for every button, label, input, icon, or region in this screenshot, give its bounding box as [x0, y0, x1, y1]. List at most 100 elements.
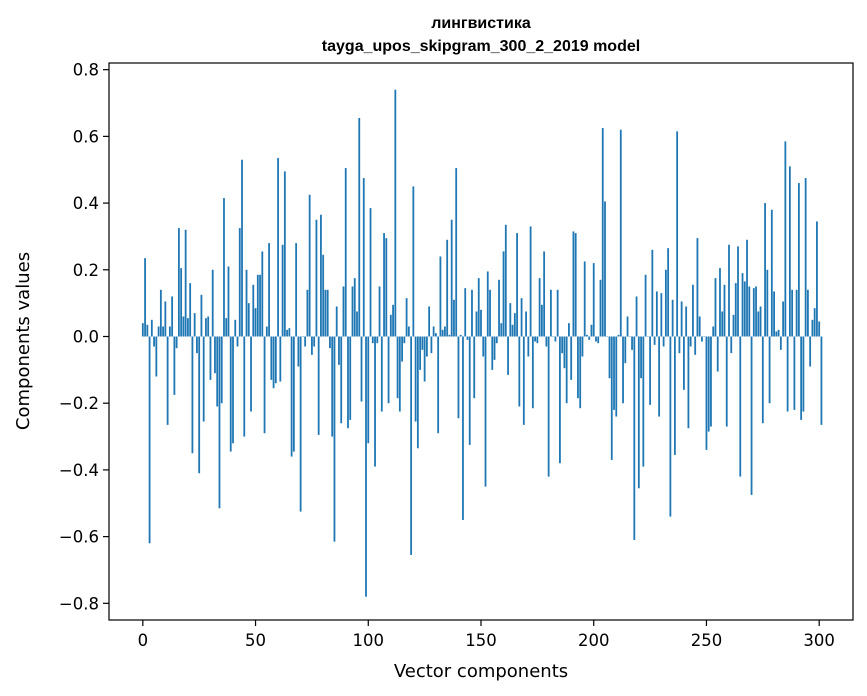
bar-162 [507, 336, 509, 375]
bar-120 [412, 186, 415, 337]
bar-63 [283, 171, 286, 337]
bar-276 [764, 203, 766, 337]
bar-268 [746, 239, 748, 337]
bar-107 [383, 233, 385, 337]
bar-29 [207, 316, 210, 337]
bar-106 [380, 336, 383, 412]
bar-138 [453, 299, 455, 337]
y-tick-label: −0.2 [59, 394, 99, 413]
bar-73 [306, 289, 309, 337]
bar-288 [791, 289, 794, 337]
bar-152 [484, 336, 487, 487]
bar-190 [570, 336, 573, 380]
bar-81 [324, 289, 327, 337]
bar-95 [356, 311, 358, 337]
bar-70 [299, 336, 302, 512]
bar-64 [286, 329, 289, 337]
bar-157 [495, 336, 498, 344]
bar-284 [782, 301, 785, 337]
bar-264 [737, 246, 739, 337]
bar-26 [200, 294, 203, 337]
bar-271 [752, 288, 755, 337]
bar-28 [205, 318, 207, 337]
bar-38 [227, 266, 230, 337]
bar-5 [153, 336, 155, 347]
bar-159 [500, 323, 503, 337]
bar-135 [446, 239, 449, 337]
bar-18 [182, 316, 185, 337]
bar-17 [180, 268, 183, 337]
bar-155 [491, 336, 494, 370]
bar-201 [595, 336, 597, 342]
bar-171 [527, 336, 530, 357]
bar-139 [455, 168, 458, 337]
x-tick-label: 300 [803, 631, 835, 650]
bar-175 [536, 336, 539, 344]
bar-166 [516, 233, 518, 337]
bar-210 [615, 336, 618, 417]
bar-297 [811, 319, 814, 337]
bar-148 [475, 311, 478, 337]
bar-14 [173, 336, 176, 395]
bar-153 [486, 271, 489, 337]
bar-221 [640, 336, 642, 379]
bar-214 [624, 336, 627, 364]
bar-90 [344, 168, 347, 337]
bar-195 [581, 336, 584, 357]
bar-231 [662, 336, 665, 347]
bar-55 [265, 326, 268, 337]
bar-86 [335, 306, 338, 337]
bar-60 [277, 158, 279, 337]
bar-262 [732, 314, 735, 337]
chart-title: лингвистика [431, 15, 531, 32]
bar-34 [218, 336, 221, 509]
bar-179 [545, 336, 548, 347]
bar-123 [419, 336, 422, 370]
bar-11 [166, 336, 169, 425]
bar-281 [775, 331, 778, 337]
bar-259 [725, 336, 728, 427]
y-axis-label: Components values [13, 252, 34, 430]
bar-205 [604, 201, 606, 337]
bar-33 [216, 336, 219, 407]
bar-240 [683, 336, 685, 390]
bar-132 [439, 256, 442, 337]
bar-44 [241, 159, 243, 337]
bar-222 [642, 336, 645, 467]
bar-36 [223, 198, 225, 337]
bar-296 [809, 336, 812, 367]
bar-136 [448, 334, 451, 337]
bar-289 [793, 336, 796, 410]
bar-215 [626, 316, 629, 337]
bar-154 [489, 289, 491, 337]
bar-7 [157, 326, 160, 337]
bar-165 [513, 313, 516, 337]
x-tick-label: 0 [138, 631, 149, 650]
bar-194 [579, 336, 582, 409]
bar-161 [504, 224, 507, 337]
bar-31 [211, 269, 214, 337]
bar-192 [574, 233, 577, 337]
bar-67 [292, 336, 295, 452]
y-axis-ticks: −0.8 −0.6 −0.4 −0.2 0.0 0.2 0.4 0.6 0.8 [59, 61, 109, 613]
bar-20 [187, 318, 189, 337]
bar-241 [685, 306, 688, 337]
bar-287 [788, 166, 791, 337]
y-tick-label: 0.0 [73, 327, 99, 346]
bar-10 [164, 301, 167, 337]
bar-183 [554, 336, 557, 342]
bar-49 [252, 284, 255, 337]
bar-99 [365, 336, 367, 597]
bar-43 [238, 228, 241, 337]
bar-13 [171, 296, 174, 337]
bar-200 [592, 263, 595, 337]
bar-140 [457, 336, 460, 419]
bar-96 [358, 118, 361, 337]
bar-118 [407, 326, 410, 337]
bar-169 [522, 336, 525, 425]
bar-8 [159, 289, 162, 337]
bar-213 [622, 336, 624, 404]
bar-243 [689, 336, 692, 347]
bar-110 [389, 314, 392, 337]
